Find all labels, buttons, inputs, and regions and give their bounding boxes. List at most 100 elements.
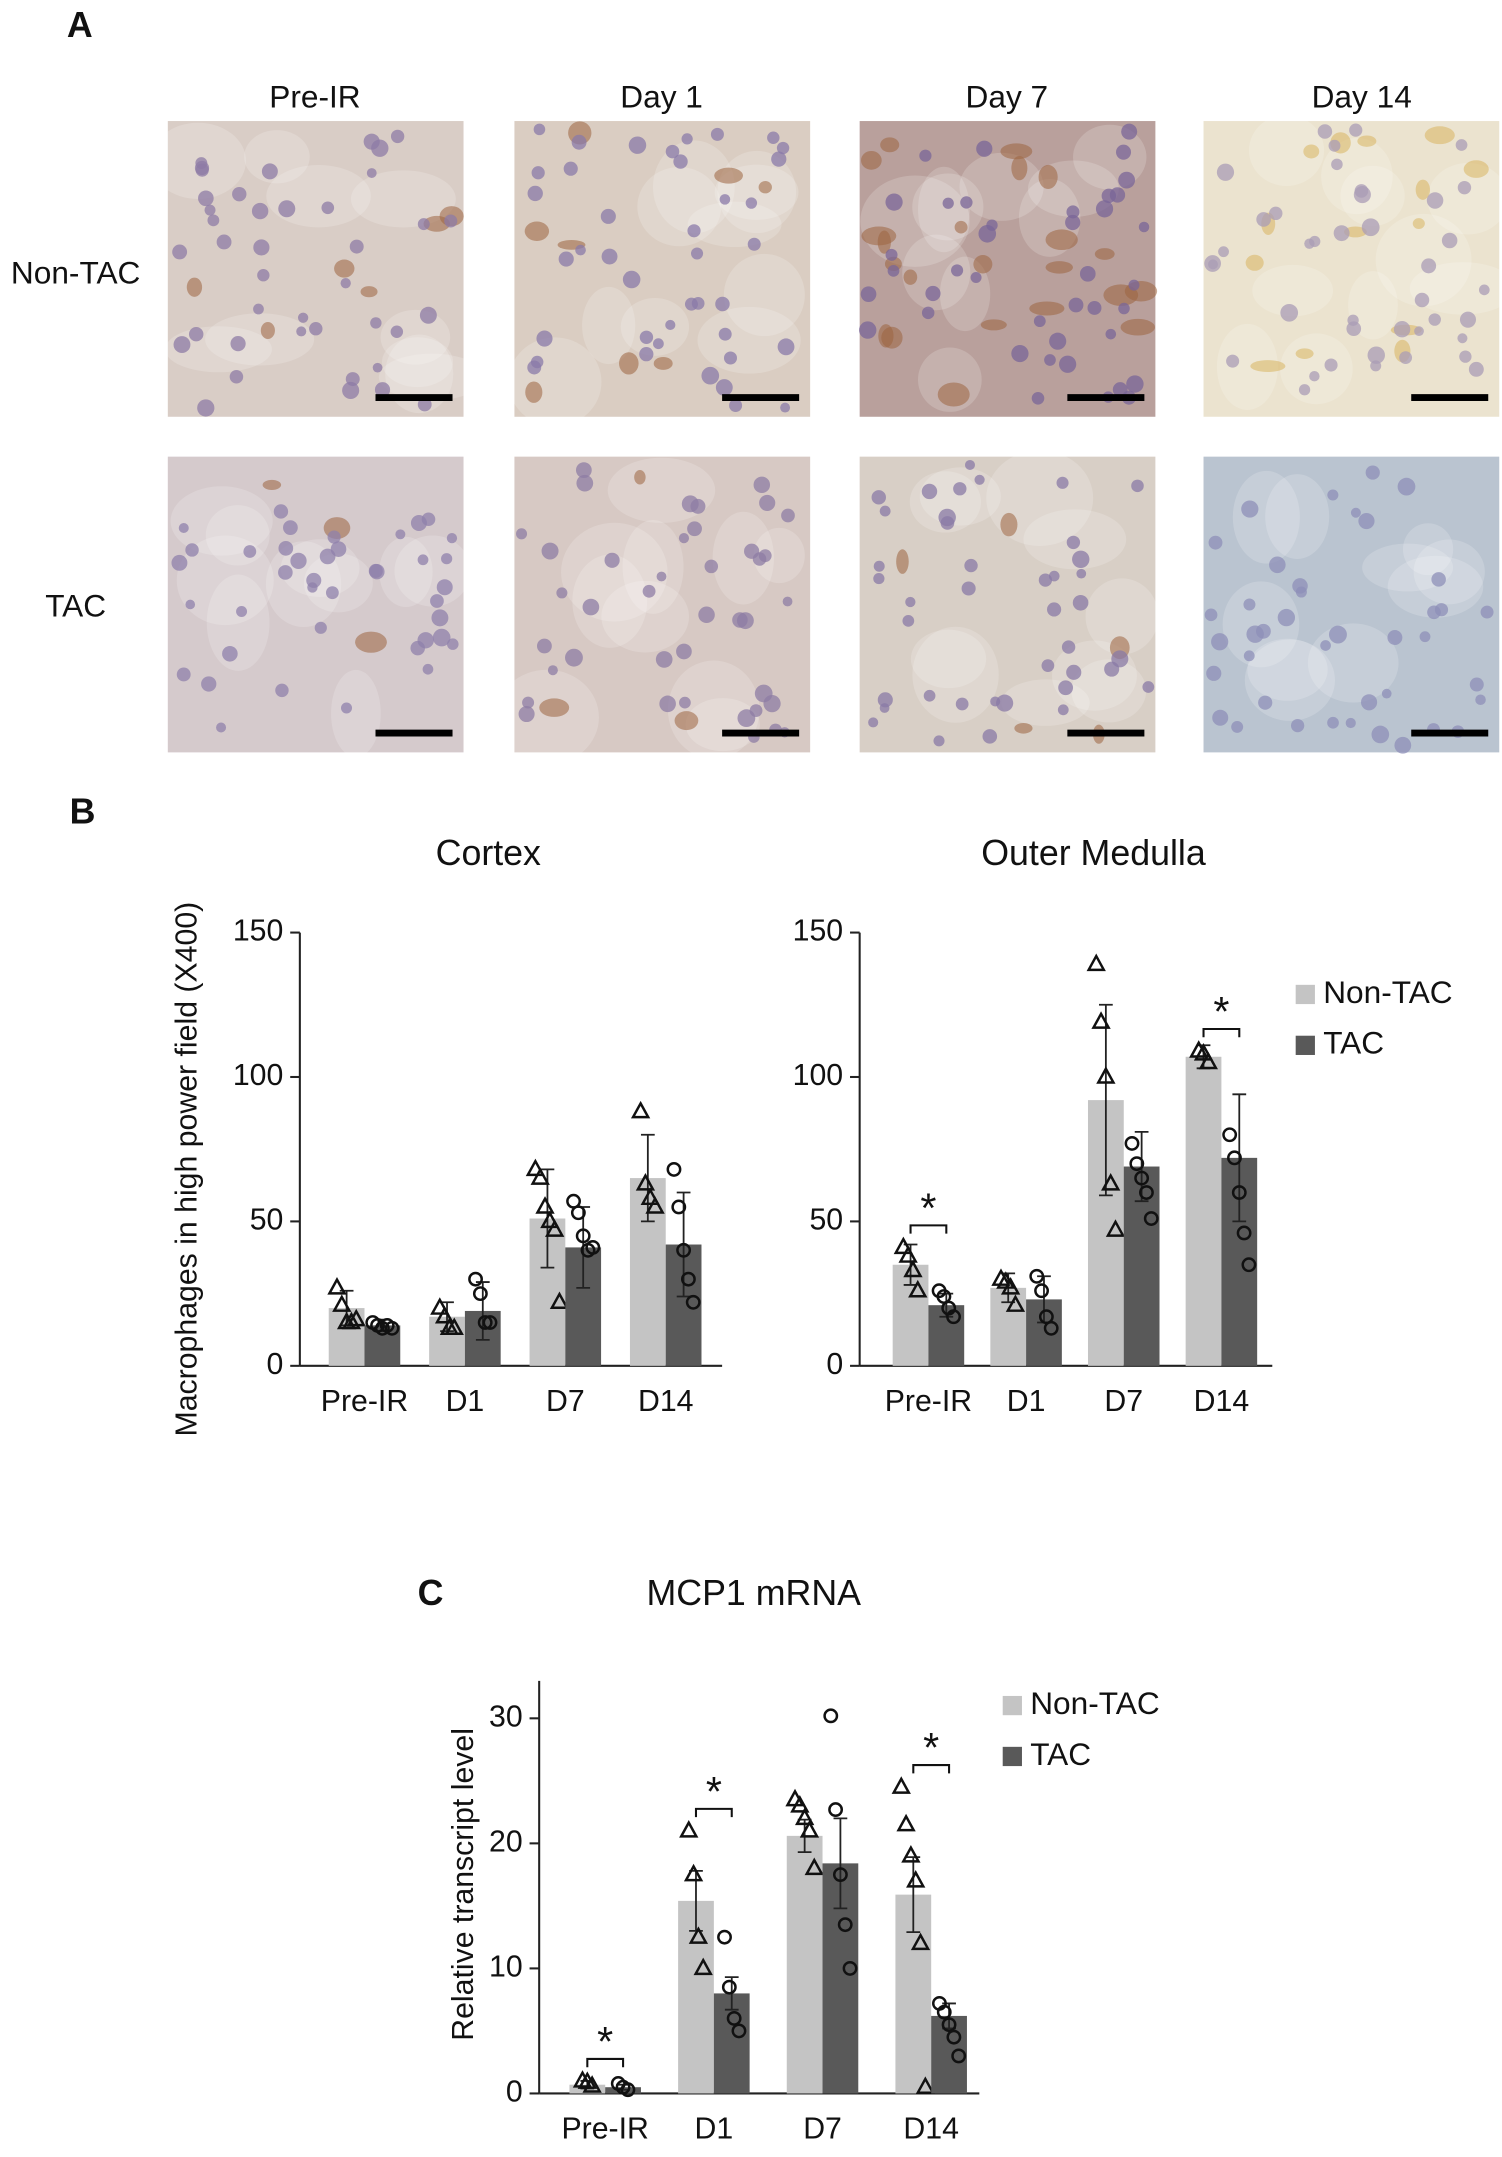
nucleus <box>1121 123 1138 140</box>
nucleus <box>349 239 364 254</box>
nucleus <box>701 366 720 385</box>
nucleus <box>222 645 238 662</box>
data-point <box>842 1960 858 1976</box>
nucleus <box>541 542 559 560</box>
data-point <box>582 2075 602 2093</box>
nucleus <box>1434 603 1449 617</box>
data-point <box>384 1320 400 1336</box>
nucleus <box>665 144 680 159</box>
nucleus <box>1328 139 1341 152</box>
nucleus <box>960 196 973 209</box>
y-tick-label: 50 <box>250 1203 284 1236</box>
data-point <box>472 1286 488 1302</box>
tissue <box>753 527 805 584</box>
nucleus <box>753 476 771 494</box>
error-bar <box>1098 1003 1113 1197</box>
nucleus <box>873 560 885 572</box>
legend-swatch <box>1295 984 1315 1005</box>
nucleus <box>1441 232 1458 249</box>
nucleus <box>251 202 269 220</box>
nucleus <box>1367 346 1385 364</box>
stain <box>1103 284 1139 306</box>
data-point <box>683 1863 704 1882</box>
nucleus <box>776 141 790 155</box>
tissue <box>1265 474 1330 559</box>
x-tick-label: D1 <box>446 1385 485 1418</box>
significance-bracket <box>909 1224 948 1234</box>
data-point <box>946 2029 962 2045</box>
tissue <box>1413 539 1485 605</box>
data-point <box>620 2082 636 2098</box>
tissue <box>723 253 805 337</box>
tissue <box>637 167 722 247</box>
stain <box>539 698 570 717</box>
x-tick-label: Pre-IR <box>561 2113 648 2146</box>
stain <box>1011 156 1028 181</box>
y-tick-label: 30 <box>489 1700 523 1733</box>
micrograph <box>859 121 1156 417</box>
stain <box>260 321 275 339</box>
stain <box>1029 301 1065 316</box>
stain <box>634 469 646 485</box>
nucleus <box>1327 716 1339 729</box>
nucleus <box>243 545 257 558</box>
nucleus <box>1459 311 1477 328</box>
nucleus <box>1079 265 1096 282</box>
stain <box>1245 254 1264 271</box>
stain <box>1295 348 1314 359</box>
nucleus <box>417 218 430 231</box>
data-point <box>898 1245 918 1263</box>
nucleus <box>1216 163 1235 181</box>
x-tick-label: D1 <box>1007 1385 1046 1418</box>
y-axis-label: Macrophages in high power field (X400) <box>170 902 203 1437</box>
nucleus <box>961 581 976 596</box>
x-tick-label: D1 <box>695 2113 734 2146</box>
stain <box>877 230 891 254</box>
nucleus <box>185 543 199 557</box>
nucleus <box>715 379 733 396</box>
nucleus <box>1211 633 1229 651</box>
nucleus <box>342 381 360 399</box>
data-point <box>1198 1051 1218 1070</box>
x-tick-label: D7 <box>546 1385 585 1418</box>
nucleus <box>1256 212 1271 227</box>
nucleus <box>390 129 405 144</box>
nucleus <box>576 474 594 492</box>
error-bar <box>906 1856 921 1934</box>
nucleus <box>1421 258 1437 274</box>
stain <box>903 269 918 285</box>
data-point <box>1005 1294 1026 1312</box>
nucleus <box>902 614 915 627</box>
tissue <box>1362 543 1454 592</box>
data-point <box>837 1917 853 1933</box>
tissue <box>652 140 735 234</box>
tissue <box>266 164 371 228</box>
micrographs <box>150 114 1502 765</box>
nucleus <box>887 264 900 277</box>
data-point <box>910 1932 931 1951</box>
nucleus <box>639 330 654 344</box>
nucleus <box>1414 292 1430 308</box>
data-point <box>680 1271 696 1287</box>
nucleus <box>1353 186 1371 204</box>
nucleus <box>172 244 188 260</box>
nucleus <box>879 703 890 713</box>
column-header: Pre-IR <box>269 78 360 114</box>
nucleus <box>919 149 932 162</box>
nucleus <box>729 398 743 412</box>
data-point <box>535 1196 555 1214</box>
data-point <box>530 1167 550 1185</box>
x-tick-label: D7 <box>803 2113 842 2146</box>
stain <box>1357 135 1377 147</box>
nucleus <box>1387 630 1403 645</box>
nucleus <box>1419 631 1431 643</box>
legend-label: TAC <box>1030 1736 1091 1772</box>
nucleus <box>1031 392 1045 405</box>
significance-label: * <box>706 1769 722 1815</box>
nucleus <box>715 296 730 312</box>
data-point <box>477 1315 493 1330</box>
nucleus <box>417 397 432 412</box>
tissue <box>1216 323 1278 410</box>
stain <box>1094 248 1115 260</box>
